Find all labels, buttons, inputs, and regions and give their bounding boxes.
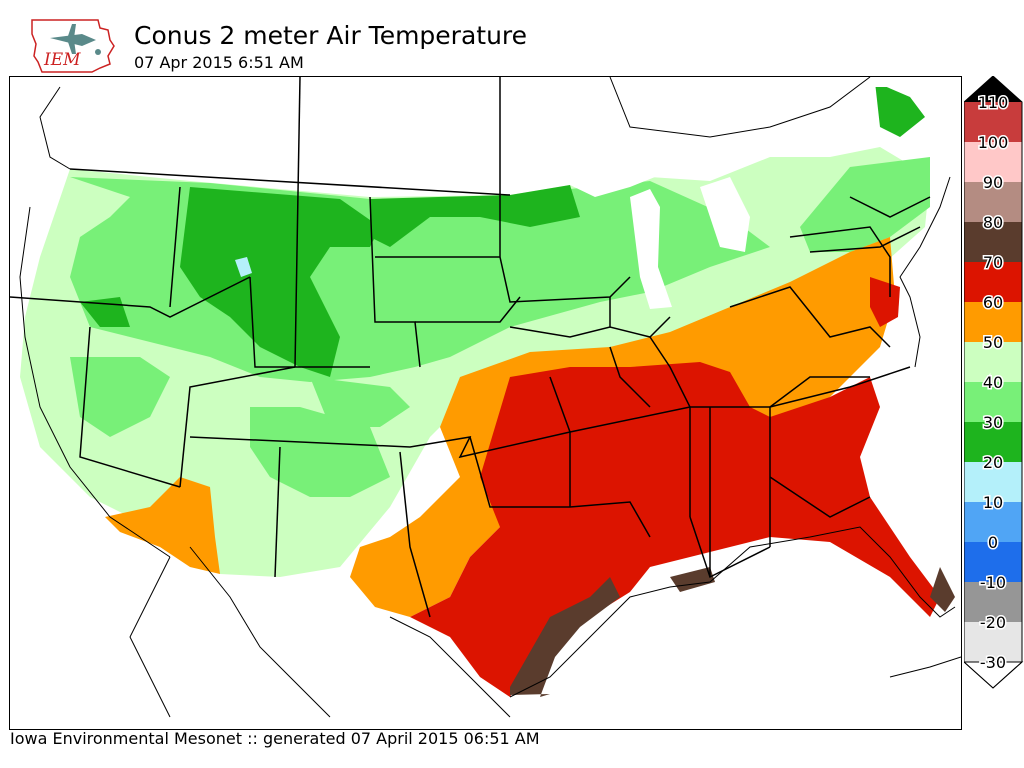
plane-icon (50, 34, 96, 46)
colorbar-tick-label: 20 (983, 453, 1003, 472)
colorbar-bin (964, 502, 1022, 542)
colorbar-tick-label: -20 (980, 613, 1006, 632)
colorbar-tick-label: 10 (983, 493, 1003, 512)
colorbar-bin (964, 622, 1022, 662)
colorbar-bin (964, 302, 1022, 342)
colorbar-bin (964, 582, 1022, 622)
page-subtitle: 07 Apr 2015 6:51 AM (134, 53, 304, 72)
colorbar-bin (964, 182, 1022, 222)
colorbar-tick-label: 30 (983, 413, 1003, 432)
colorbar-bin (964, 462, 1022, 502)
page-title: Conus 2 meter Air Temperature (134, 21, 528, 50)
map-canvas (10, 77, 961, 718)
temperature-map[interactable] (9, 76, 962, 730)
colorbar-tick-label: 70 (983, 253, 1003, 272)
colorbar-tick-label: -10 (980, 573, 1006, 592)
temperature-colorbar: 110 100 90 80 70 60 50 40 30 20 10 0 -10 -20 -30 (962, 75, 1024, 692)
temperature-fill-layer (20, 82, 955, 697)
state-borders (10, 77, 931, 618)
colorbar-tick-label: 110 (978, 93, 1009, 112)
water-layer (10, 77, 961, 309)
colorbar-bin (964, 262, 1022, 302)
colorbar-bin (964, 342, 1022, 382)
colorbar-tick-label: 80 (983, 213, 1003, 232)
colorbar-tick-label: 90 (983, 173, 1003, 192)
colorbar-over-arrow (964, 76, 1022, 102)
colorbar-bin (964, 542, 1022, 582)
lake-superior (570, 169, 660, 197)
logo-text: IEM (43, 50, 81, 70)
footer-credit: Iowa Environmental Mesonet :: generated … (10, 729, 540, 748)
colorbar-tick-label: 100 (978, 133, 1009, 152)
colorbar-bin (964, 142, 1022, 182)
colorbar-tick-label: 0 (988, 533, 998, 552)
coastlines (19, 77, 961, 718)
colorbar-bin (964, 102, 1022, 142)
colorbar-tick-label: 50 (983, 333, 1003, 352)
lake-huron (700, 177, 750, 252)
colorbar-bin (964, 382, 1022, 422)
iem-logo[interactable]: IEM (28, 16, 120, 74)
colorbar-bin (964, 222, 1022, 262)
colorbar-tick-label: -30 (980, 653, 1006, 672)
colorbar-tick-label: 40 (983, 373, 1003, 392)
colorbar-bin (964, 422, 1022, 462)
colorbar-tick-label: 60 (983, 293, 1003, 312)
lake-michigan (630, 189, 672, 309)
